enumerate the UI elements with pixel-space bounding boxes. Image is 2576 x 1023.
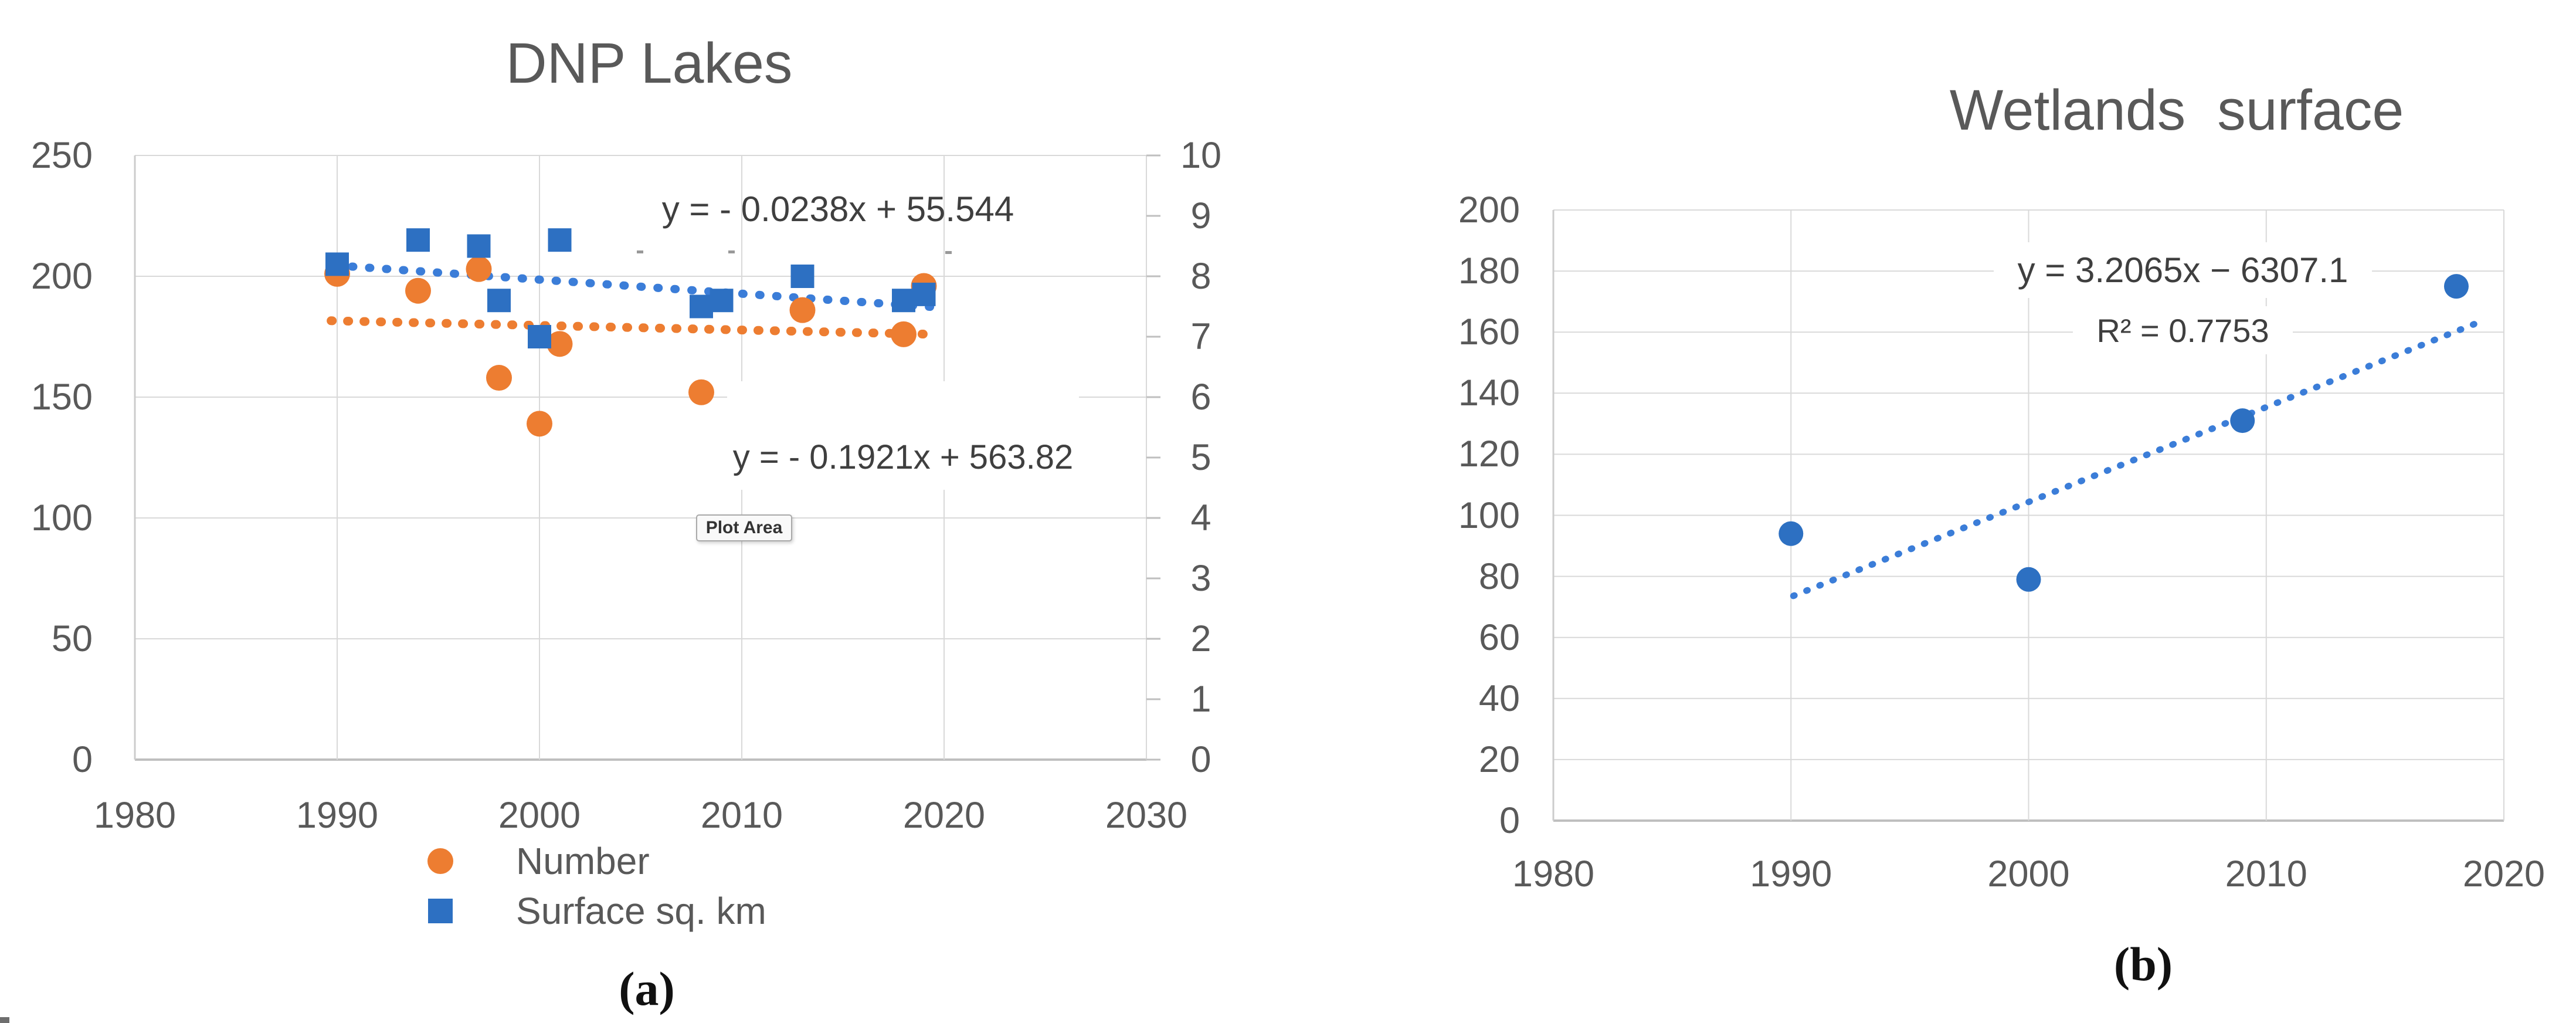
- data-point-marker-square: [325, 252, 349, 276]
- x-axis-tick-label: 2020: [2462, 853, 2546, 895]
- right-r-squared-box: R² = 0.7753: [2073, 306, 2293, 354]
- data-point-marker-circle: [486, 365, 512, 391]
- data-point-marker-square: [487, 289, 511, 313]
- legend-marker-surface-icon: [428, 899, 453, 923]
- data-point-marker-square: [710, 289, 734, 313]
- trendline-Wetlands surface: [1790, 317, 2486, 599]
- data-point-marker-square: [406, 228, 430, 252]
- secondary-y-axis-tick-label: 7: [1190, 316, 1211, 357]
- x-axis-tick-label: 2010: [700, 795, 783, 836]
- data-point-marker-circle: [688, 379, 714, 405]
- left-trendline-equation-number: y = - 0.1921x + 563.82: [732, 438, 1074, 476]
- secondary-y-axis-tick-label: 2: [1190, 618, 1211, 659]
- data-point-marker-circle: [405, 277, 431, 304]
- y-axis-tick-label: 200: [1458, 189, 1520, 231]
- y-axis-tick-label: 100: [1458, 494, 1520, 536]
- y-axis-tick-label: 160: [1458, 311, 1520, 353]
- x-axis-tick-label: 1990: [1750, 853, 1832, 895]
- legend-label-surface: Surface sq. km: [516, 890, 766, 932]
- y-axis-tick-label: 0: [1499, 800, 1520, 841]
- data-point-marker-circle: [789, 297, 816, 323]
- data-point-marker-square: [528, 325, 551, 348]
- y-axis-tick-label: 140: [1458, 372, 1520, 414]
- right-trendline-equation-box: y = 3.2065x − 6307.1: [1994, 242, 2372, 298]
- right-chart-title: Wetlands surface: [1949, 78, 2404, 142]
- selection-handle-dash: [728, 250, 735, 253]
- secondary-y-axis-tick-label: 1: [1190, 679, 1211, 720]
- data-point-marker-square: [790, 265, 814, 288]
- caption-a: (a): [619, 962, 675, 1015]
- y-axis-tick-label: 100: [30, 497, 93, 538]
- data-point-marker-square: [467, 234, 491, 258]
- x-axis-tick-label: 1990: [296, 795, 379, 836]
- data-point-marker-circle: [1779, 521, 1804, 546]
- legend-marker-number-icon: [427, 848, 453, 874]
- left-trendline-equation-number-box: y = - 0.1921x + 563.82: [727, 381, 1079, 490]
- y-axis-tick-label: 120: [1458, 433, 1520, 475]
- y-axis-tick-label: 80: [1478, 555, 1520, 597]
- y-axis-tick-label: 50: [51, 618, 93, 659]
- left-trendline-equation-surface: y = - 0.0238x + 55.544: [661, 189, 1014, 229]
- x-axis-tick-label: 2010: [2225, 853, 2307, 895]
- data-point-marker-square: [912, 282, 936, 306]
- scan-edge-artifact: [0, 1017, 9, 1023]
- secondary-y-axis-tick-label: 4: [1190, 497, 1211, 538]
- data-point-marker-circle: [891, 321, 917, 347]
- secondary-y-axis-tick-label: 9: [1190, 195, 1211, 236]
- y-axis-tick-label: 200: [30, 256, 93, 297]
- secondary-y-axis-tick-label: 3: [1190, 558, 1211, 599]
- y-axis-tick-label: 150: [30, 377, 93, 418]
- data-point-marker-circle: [2230, 408, 2255, 433]
- x-axis-tick-label: 2030: [1105, 795, 1188, 836]
- x-axis-tick-label: 2020: [902, 795, 986, 836]
- selection-handle-dash: [945, 251, 952, 254]
- secondary-y-axis-tick-label: 5: [1190, 437, 1211, 478]
- y-axis-tick-label: 20: [1478, 739, 1520, 780]
- left-chart-title: DNP Lakes: [505, 31, 793, 95]
- data-point-marker-circle: [2443, 274, 2469, 299]
- data-point-marker-circle: [527, 411, 552, 437]
- data-point-marker-circle: [2016, 567, 2041, 592]
- x-axis-tick-label: 1980: [93, 795, 177, 836]
- trendline-Number: [327, 316, 936, 339]
- y-axis-tick-label: 0: [72, 739, 93, 780]
- data-point-marker-square: [892, 289, 915, 313]
- secondary-y-axis-tick-label: 6: [1190, 377, 1211, 418]
- data-point-marker-circle: [547, 331, 573, 357]
- legend-label-number: Number: [516, 840, 650, 882]
- y-axis-tick-label: 40: [1478, 678, 1520, 719]
- data-point-marker-circle: [466, 256, 492, 282]
- secondary-y-axis-tick-label: 0: [1190, 739, 1211, 780]
- right-trendline-equation: y = 3.2065x − 6307.1: [2017, 250, 2348, 290]
- data-point-marker-square: [690, 294, 713, 319]
- trendline-Surface sq. km: [331, 261, 938, 311]
- data-point-marker-square: [548, 228, 572, 252]
- plot-area-tooltip: Plot Area: [696, 514, 792, 541]
- plot-area-tooltip-label: Plot Area: [705, 518, 783, 537]
- x-axis-tick-label: 2000: [1987, 853, 2070, 895]
- y-axis-tick-label: 180: [1458, 250, 1520, 292]
- right-r-squared: R² = 0.7753: [2096, 311, 2269, 349]
- secondary-y-axis-tick-label: 10: [1180, 135, 1222, 176]
- x-axis-tick-label: 1980: [1512, 853, 1595, 895]
- secondary-y-axis-tick-label: 8: [1190, 256, 1211, 297]
- caption-b: (b): [2113, 937, 2173, 991]
- y-axis-tick-label: 250: [30, 135, 93, 176]
- x-axis-tick-label: 2000: [498, 795, 581, 836]
- y-axis-tick-label: 60: [1478, 616, 1520, 658]
- selection-handle-dash: [637, 250, 643, 253]
